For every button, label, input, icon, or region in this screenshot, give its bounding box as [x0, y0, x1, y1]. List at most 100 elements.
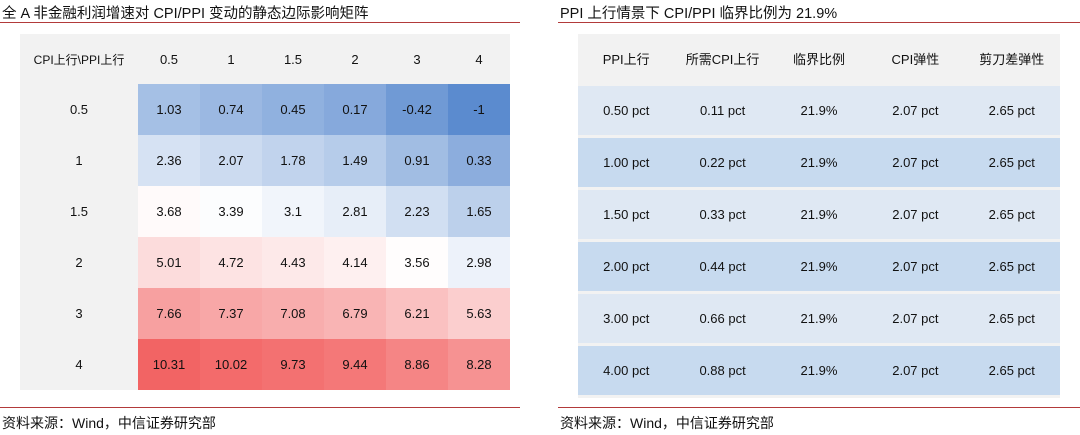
cell: 2.07 pct: [867, 292, 964, 346]
cell: 21.9%: [770, 188, 868, 242]
data-row: 4 10.31 10.02 9.73 9.44 8.86 8.28: [20, 339, 510, 390]
cell: 0.66 pct: [674, 292, 771, 346]
column-header: 所需CPI上行: [674, 34, 771, 86]
cell: 0.22 pct: [674, 136, 771, 190]
heat-cell: 3.56: [386, 237, 448, 288]
cell: 2.65 pct: [963, 84, 1060, 138]
heat-cell: 6.79: [324, 288, 386, 339]
heat-cell: -0.42: [386, 84, 448, 135]
left-source: 资料来源：Wind，中信证券研究部: [2, 415, 216, 431]
scenario-table: PPI上行 所需CPI上行 临界比例 CPI弹性 剪刀差弹性 0.50 pct 0.11 p…: [578, 34, 1060, 398]
source-rule: [0, 407, 520, 408]
cell: 1.00 pct: [578, 136, 675, 190]
heat-cell: 1.78: [262, 135, 324, 186]
column-header: 2: [351, 51, 359, 67]
cell: 1.50 pct: [578, 188, 675, 242]
data-row: 3 7.66 7.37 7.08 6.79 6.21 5.63: [20, 288, 510, 339]
heat-cell: 7.37: [200, 288, 262, 339]
title-rule: [558, 22, 1080, 23]
right-title: PPI 上行情景下 CPI/PPI 临界比例为 21.9%: [560, 6, 838, 22]
title-rule: [0, 22, 520, 23]
cell: 2.65 pct: [963, 292, 1060, 346]
data-row: 0.50 pct 0.11 pct 21.9% 2.07 pct 2.65 pct: [578, 84, 1060, 138]
heat-cell: 0.91: [386, 135, 448, 186]
cell: 21.9%: [770, 136, 868, 190]
column-header: 0.5: [159, 51, 179, 67]
cell: 0.50 pct: [578, 84, 675, 138]
cell: 0.88 pct: [674, 344, 771, 398]
heat-cell: 0.17: [324, 84, 386, 135]
heat-cell: 7.66: [138, 288, 200, 339]
heat-cell: 5.63: [448, 288, 510, 339]
heat-cell: 3.39: [200, 186, 262, 237]
heat-cell: 9.73: [262, 339, 324, 390]
cell: 21.9%: [770, 344, 868, 398]
heat-cell: 6.21: [386, 288, 448, 339]
heat-cell: 3.1: [262, 186, 324, 237]
data-row: 0.5 1.03 0.74 0.45 0.17 -0.42 -1: [20, 84, 510, 135]
heat-cell: 1.65: [448, 186, 510, 237]
cell: 2.65 pct: [963, 188, 1060, 242]
row-header: 1: [75, 153, 83, 168]
heat-cell: 2.36: [138, 135, 200, 186]
cell: 2.65 pct: [963, 240, 1060, 294]
heat-cell: -1: [448, 84, 510, 135]
cell: 2.07 pct: [867, 188, 964, 242]
data-row: 1.50 pct 0.33 pct 21.9% 2.07 pct 2.65 pct: [578, 188, 1060, 242]
column-header: 临界比例: [770, 34, 868, 86]
heat-cell: 0.74: [200, 84, 262, 135]
data-row: 3.00 pct 0.66 pct 21.9% 2.07 pct 2.65 pct: [578, 292, 1060, 346]
heat-cell: 0.45: [262, 84, 324, 135]
heat-cell: 8.86: [386, 339, 448, 390]
column-header: 1: [227, 51, 235, 67]
data-row: 2 5.01 4.72 4.43 4.14 3.56 2.98: [20, 237, 510, 288]
data-row: 4.00 pct 0.88 pct 21.9% 2.07 pct 2.65 pct: [578, 344, 1060, 398]
heatmap-table: CPI上行\PPI上行 0.5 1 1.5 2 3 4 0.5 1.03 0.74 0.45 0.17…: [20, 34, 510, 390]
row-header: 4: [75, 357, 83, 372]
heat-cell: 2.07: [200, 135, 262, 186]
row-header: 0.5: [69, 102, 89, 117]
heat-cell: 1.49: [324, 135, 386, 186]
column-header: 剪刀差弹性: [963, 34, 1060, 86]
cell: 4.00 pct: [578, 344, 675, 398]
cell: 21.9%: [770, 84, 868, 138]
header-row: CPI上行\PPI上行 0.5 1 1.5 2 3 4: [20, 34, 510, 84]
row-header: 3: [75, 306, 83, 321]
column-header: 1.5: [283, 51, 303, 67]
heat-cell: 8.28: [448, 339, 510, 390]
cell: 0.11 pct: [674, 84, 771, 138]
data-row: 1 2.36 2.07 1.78 1.49 0.91 0.33: [20, 135, 510, 186]
heat-cell: 9.44: [324, 339, 386, 390]
heat-cell: 4.72: [200, 237, 262, 288]
heat-cell: 3.68: [138, 186, 200, 237]
row-header: 2: [75, 255, 83, 270]
header-row: PPI上行 所需CPI上行 临界比例 CPI弹性 剪刀差弹性: [578, 34, 1060, 86]
heat-cell: 2.81: [324, 186, 386, 237]
column-header: 4: [475, 51, 483, 67]
data-row: 1.00 pct 0.22 pct 21.9% 2.07 pct 2.65 pct: [578, 136, 1060, 190]
cell: 2.00 pct: [578, 240, 675, 294]
cell: 2.07 pct: [867, 240, 964, 294]
heat-cell: 5.01: [138, 237, 200, 288]
cell: 3.00 pct: [578, 292, 675, 346]
cell: 0.33 pct: [674, 188, 771, 242]
cell: 21.9%: [770, 240, 868, 294]
heat-cell: 2.23: [386, 186, 448, 237]
cell: 2.07 pct: [867, 84, 964, 138]
data-row: 1.5 3.68 3.39 3.1 2.81 2.23 1.65: [20, 186, 510, 237]
left-title: 全 A 非金融利润增速对 CPI/PPI 变动的静态边际影响矩阵: [2, 6, 369, 22]
heat-cell: 4.14: [324, 237, 386, 288]
heat-cell: 0.33: [448, 135, 510, 186]
heat-cell: 1.03: [138, 84, 200, 135]
cell: 2.65 pct: [963, 344, 1060, 398]
heat-cell: 10.02: [200, 339, 262, 390]
source-rule: [558, 407, 1080, 408]
column-header: 3: [413, 51, 421, 67]
cell: 0.44 pct: [674, 240, 771, 294]
data-row: 2.00 pct 0.44 pct 21.9% 2.07 pct 2.65 pct: [578, 240, 1060, 294]
heat-cell: 10.31: [138, 339, 200, 390]
row-header: 1.5: [69, 204, 89, 219]
heat-cell: 4.43: [262, 237, 324, 288]
right-source: 资料来源：Wind，中信证券研究部: [560, 415, 774, 431]
